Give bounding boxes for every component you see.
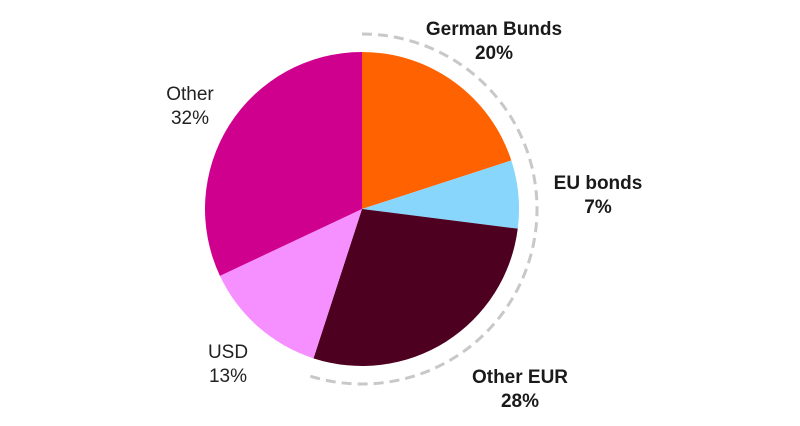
slice-label-eu-bonds: EU bonds 7%: [554, 172, 643, 220]
pie-slice-other-eur: [313, 209, 518, 367]
pie-slice-other: [204, 52, 362, 276]
slice-name-german-bunds: German Bunds: [425, 19, 563, 40]
slice-value-eu-bonds: 7%: [584, 197, 612, 218]
slice-label-german-bunds: German Bunds 20%: [426, 18, 562, 66]
slice-value-other-eur: 28%: [500, 391, 540, 412]
slice-label-other: Other 32%: [166, 83, 214, 131]
slice-value-usd: 13%: [208, 366, 248, 387]
slice-value-german-bunds: 20%: [474, 43, 514, 64]
slice-label-usd: USD 13%: [208, 341, 248, 389]
slice-name-usd: USD: [207, 342, 249, 363]
slice-name-other: Other: [166, 84, 214, 105]
slice-name-eu-bonds: EU bonds: [553, 173, 643, 194]
pie-slice-usd: [219, 209, 362, 359]
pie-slice-german-bunds: [362, 52, 512, 209]
slice-label-other-eur: Other EUR 28%: [472, 366, 568, 414]
slice-name-other-eur: Other EUR: [471, 367, 569, 388]
pie-slice-eu-bonds: [362, 160, 520, 229]
slice-value-other: 32%: [170, 108, 210, 129]
